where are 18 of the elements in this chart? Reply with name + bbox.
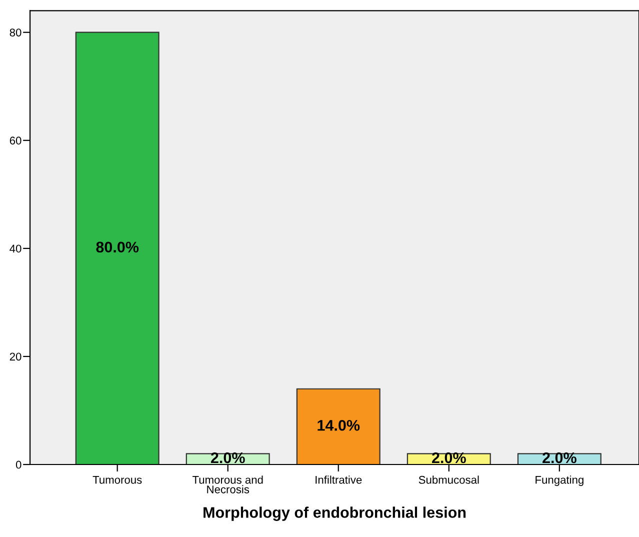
bar: [75, 32, 160, 465]
x-tick-label: Tumorous and Necrosis: [192, 476, 263, 494]
x-tick-label: Submucosal: [418, 476, 479, 484]
y-tick-label: 20: [10, 352, 22, 361]
data-label: 80.0%: [96, 242, 139, 253]
data-label: 2.0%: [210, 452, 245, 464]
y-tick-label: 80: [10, 28, 22, 36]
x-tick-label: Infiltrative: [316, 476, 362, 484]
y-tick-label: 0: [16, 460, 22, 469]
bar: [296, 388, 380, 465]
data-label: 14.0%: [318, 420, 360, 431]
y-tick-label: 60: [10, 136, 22, 145]
data-label: 2.0%: [542, 452, 576, 464]
data-label: 2.0%: [432, 452, 466, 464]
x-tick-label: Fungating: [536, 476, 584, 486]
x-tick-label: Tumorous: [92, 476, 142, 484]
x-axis-title: Morphology of endobronchial lesion: [204, 506, 466, 521]
y-tick-label: 40: [10, 244, 22, 253]
